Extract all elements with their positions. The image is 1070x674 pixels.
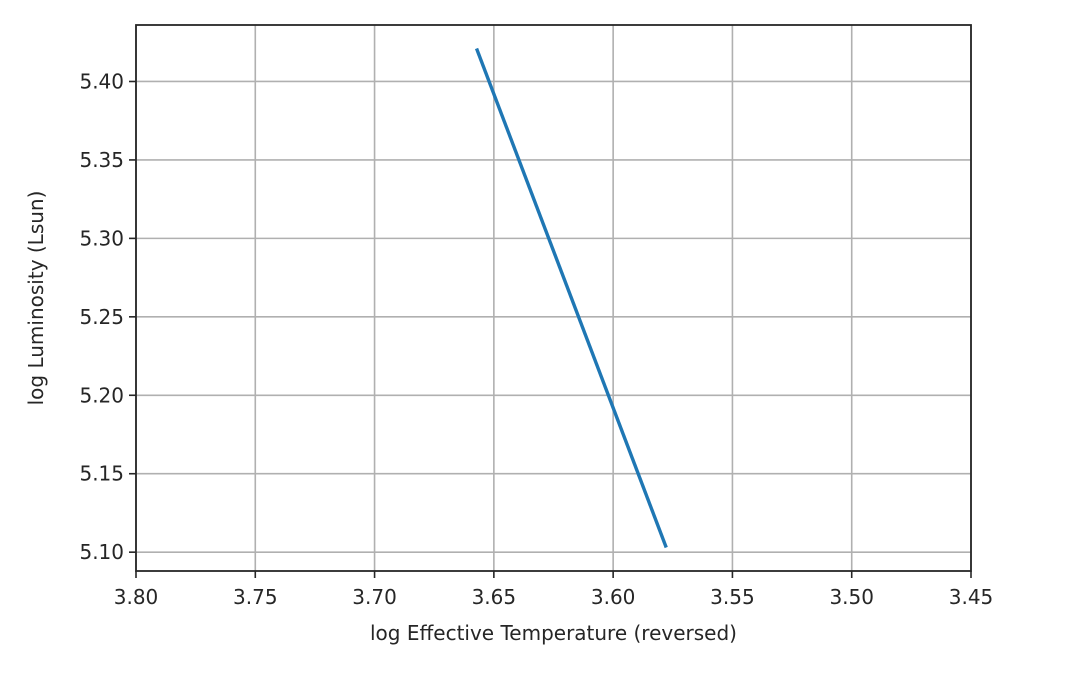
- x-tick-label: 3.55: [710, 585, 755, 609]
- plot-frame: [135, 24, 972, 572]
- y-tick-label: 5.10: [79, 540, 124, 564]
- x-tick-label: 3.80: [114, 585, 159, 609]
- plot-area: [136, 25, 971, 571]
- y-tick-label: 5.25: [79, 305, 124, 329]
- x-tick-label: 3.70: [352, 585, 397, 609]
- series-line: [474, 47, 668, 549]
- x-tick-label: 3.45: [949, 585, 994, 609]
- series-layer: [474, 47, 668, 549]
- y-tick-label: 5.20: [79, 383, 124, 407]
- grid: [135, 25, 972, 571]
- x-tick-label: 3.65: [472, 585, 517, 609]
- x-tick-label: 3.50: [829, 585, 874, 609]
- y-tick-label: 5.35: [79, 148, 124, 172]
- x-tick-label: 3.60: [591, 585, 636, 609]
- y-tick-label: 5.15: [79, 462, 124, 486]
- x-tick-label: 3.75: [233, 585, 278, 609]
- y-tick-label: 5.30: [79, 226, 124, 250]
- y-tick-label: 5.40: [79, 69, 124, 93]
- ticks: 3.80 3.75 3.70 3.65 3.60 3.55 3.50 3.45 5.10 5.15…: [79, 69, 993, 609]
- y-axis-label: log Luminosity (Lsun): [24, 191, 48, 406]
- x-axis-label: log Effective Temperature (reversed): [370, 621, 737, 645]
